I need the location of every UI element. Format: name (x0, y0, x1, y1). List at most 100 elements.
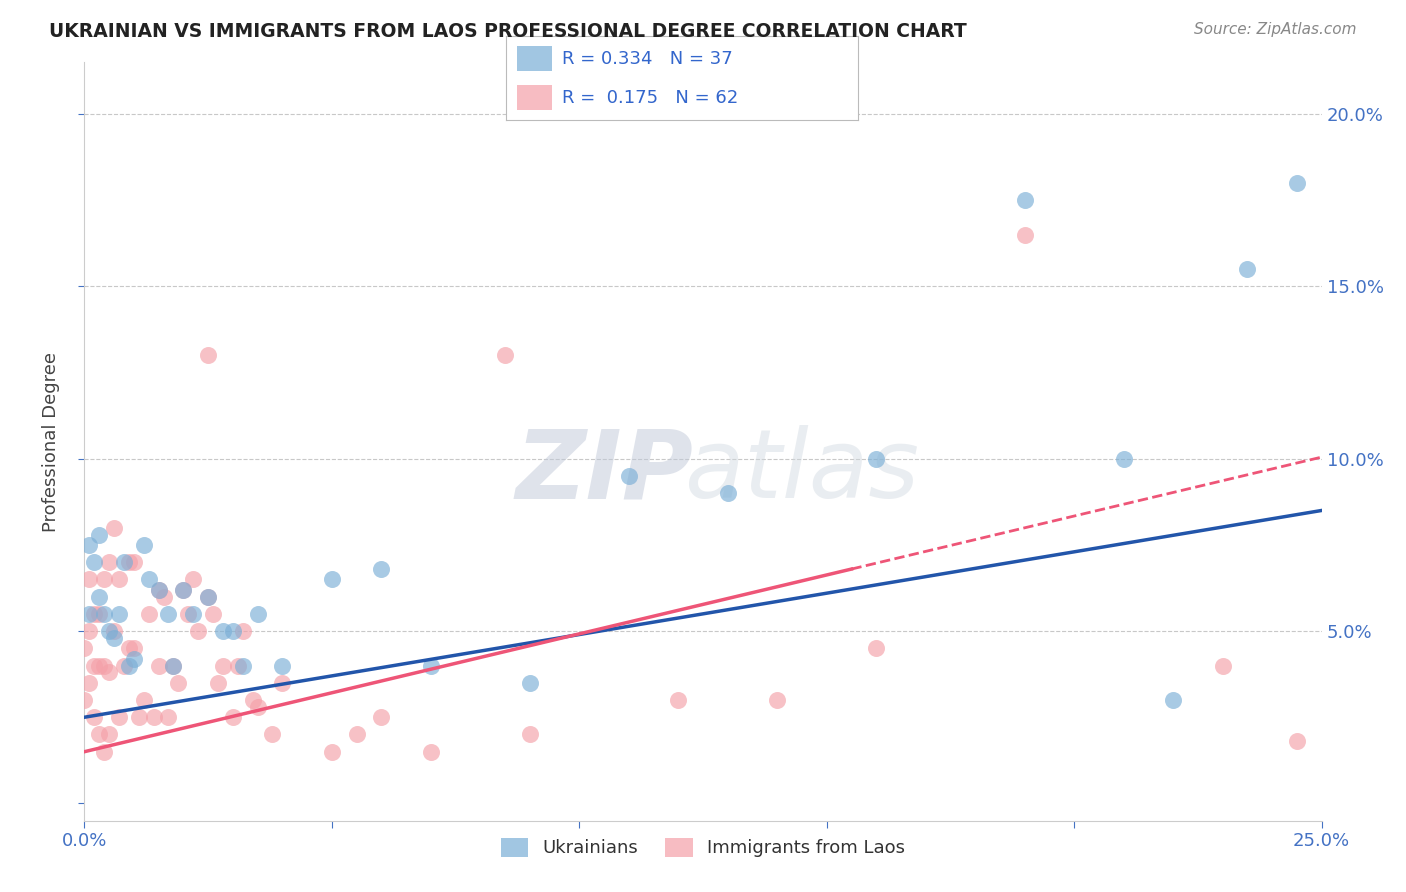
Point (717, 486, 740, 500)
Point (93, 745, 115, 759)
Point (103, 521, 125, 535)
Point (172, 582, 194, 597)
Point (167, 675, 190, 690)
Point (118, 555, 141, 569)
Text: R =  0.175   N = 62: R = 0.175 N = 62 (562, 88, 738, 106)
Point (370, 710, 392, 724)
Point (108, 607, 131, 621)
Point (1236, 262, 1258, 277)
Point (197, 590, 219, 604)
Point (617, 469, 640, 483)
Point (321, 745, 343, 759)
Point (73, 693, 96, 707)
Point (181, 573, 204, 587)
Point (103, 631, 125, 645)
Point (138, 607, 160, 621)
Point (132, 538, 155, 552)
Point (108, 710, 131, 724)
Point (162, 658, 184, 673)
Point (246, 699, 269, 714)
Point (98, 624, 121, 639)
Point (212, 658, 235, 673)
Point (98, 727, 121, 741)
Point (83, 710, 105, 724)
Point (242, 693, 264, 707)
Point (226, 658, 249, 673)
Point (89, 590, 111, 604)
Point (419, 745, 441, 759)
Point (148, 582, 170, 597)
Point (1014, 227, 1036, 242)
Bar (517, 85, 551, 111)
Point (246, 607, 269, 621)
Point (232, 624, 254, 639)
Point (79, 675, 101, 690)
Text: R = 0.334   N = 37: R = 0.334 N = 37 (562, 50, 733, 68)
Point (262, 727, 284, 741)
Point (232, 658, 254, 673)
Point (112, 658, 135, 673)
Point (222, 710, 245, 724)
Point (271, 658, 294, 673)
Point (73, 641, 96, 656)
Point (93, 573, 115, 587)
Point (222, 624, 245, 639)
Point (666, 693, 689, 707)
Point (122, 651, 145, 665)
Point (89, 658, 111, 673)
Point (1285, 734, 1308, 748)
Point (207, 675, 229, 690)
Point (177, 607, 200, 621)
Text: UKRAINIAN VS IMMIGRANTS FROM LAOS PROFESSIONAL DEGREE CORRELATION CHART: UKRAINIAN VS IMMIGRANTS FROM LAOS PROFES… (49, 22, 967, 41)
Point (1285, 176, 1308, 190)
Point (157, 710, 180, 724)
Point (83, 658, 105, 673)
Point (1212, 658, 1234, 673)
Point (1014, 194, 1036, 208)
Point (148, 658, 170, 673)
Point (865, 641, 887, 656)
Point (187, 624, 209, 639)
Point (271, 675, 294, 690)
Point (519, 675, 541, 690)
Point (202, 607, 225, 621)
Point (172, 582, 194, 597)
Text: ZIP: ZIP (515, 425, 693, 518)
Point (98, 665, 121, 680)
Point (370, 562, 392, 576)
Point (89, 607, 111, 621)
Point (519, 727, 541, 741)
Y-axis label: Professional Degree: Professional Degree (42, 351, 60, 532)
Point (419, 658, 441, 673)
Point (132, 693, 155, 707)
Text: Source: ZipAtlas.com: Source: ZipAtlas.com (1194, 22, 1357, 37)
Point (89, 727, 111, 741)
Point (197, 348, 219, 362)
Point (162, 658, 184, 673)
Point (93, 607, 115, 621)
Point (118, 641, 141, 656)
Point (766, 693, 789, 707)
Point (118, 658, 141, 673)
Point (79, 607, 101, 621)
Legend: Ukrainians, Immigrants from Laos: Ukrainians, Immigrants from Laos (494, 830, 912, 864)
Point (321, 573, 343, 587)
Point (83, 607, 105, 621)
Bar (517, 45, 551, 71)
Point (1161, 693, 1184, 707)
Point (494, 348, 516, 362)
Point (79, 624, 101, 639)
Point (212, 624, 235, 639)
Point (1112, 451, 1135, 466)
Point (122, 555, 145, 569)
Point (89, 527, 111, 541)
Point (865, 451, 887, 466)
Point (108, 573, 131, 587)
Point (128, 710, 150, 724)
Point (112, 555, 135, 569)
Point (98, 555, 121, 569)
Point (152, 590, 174, 604)
Point (157, 607, 180, 621)
Point (83, 555, 105, 569)
Point (142, 710, 165, 724)
